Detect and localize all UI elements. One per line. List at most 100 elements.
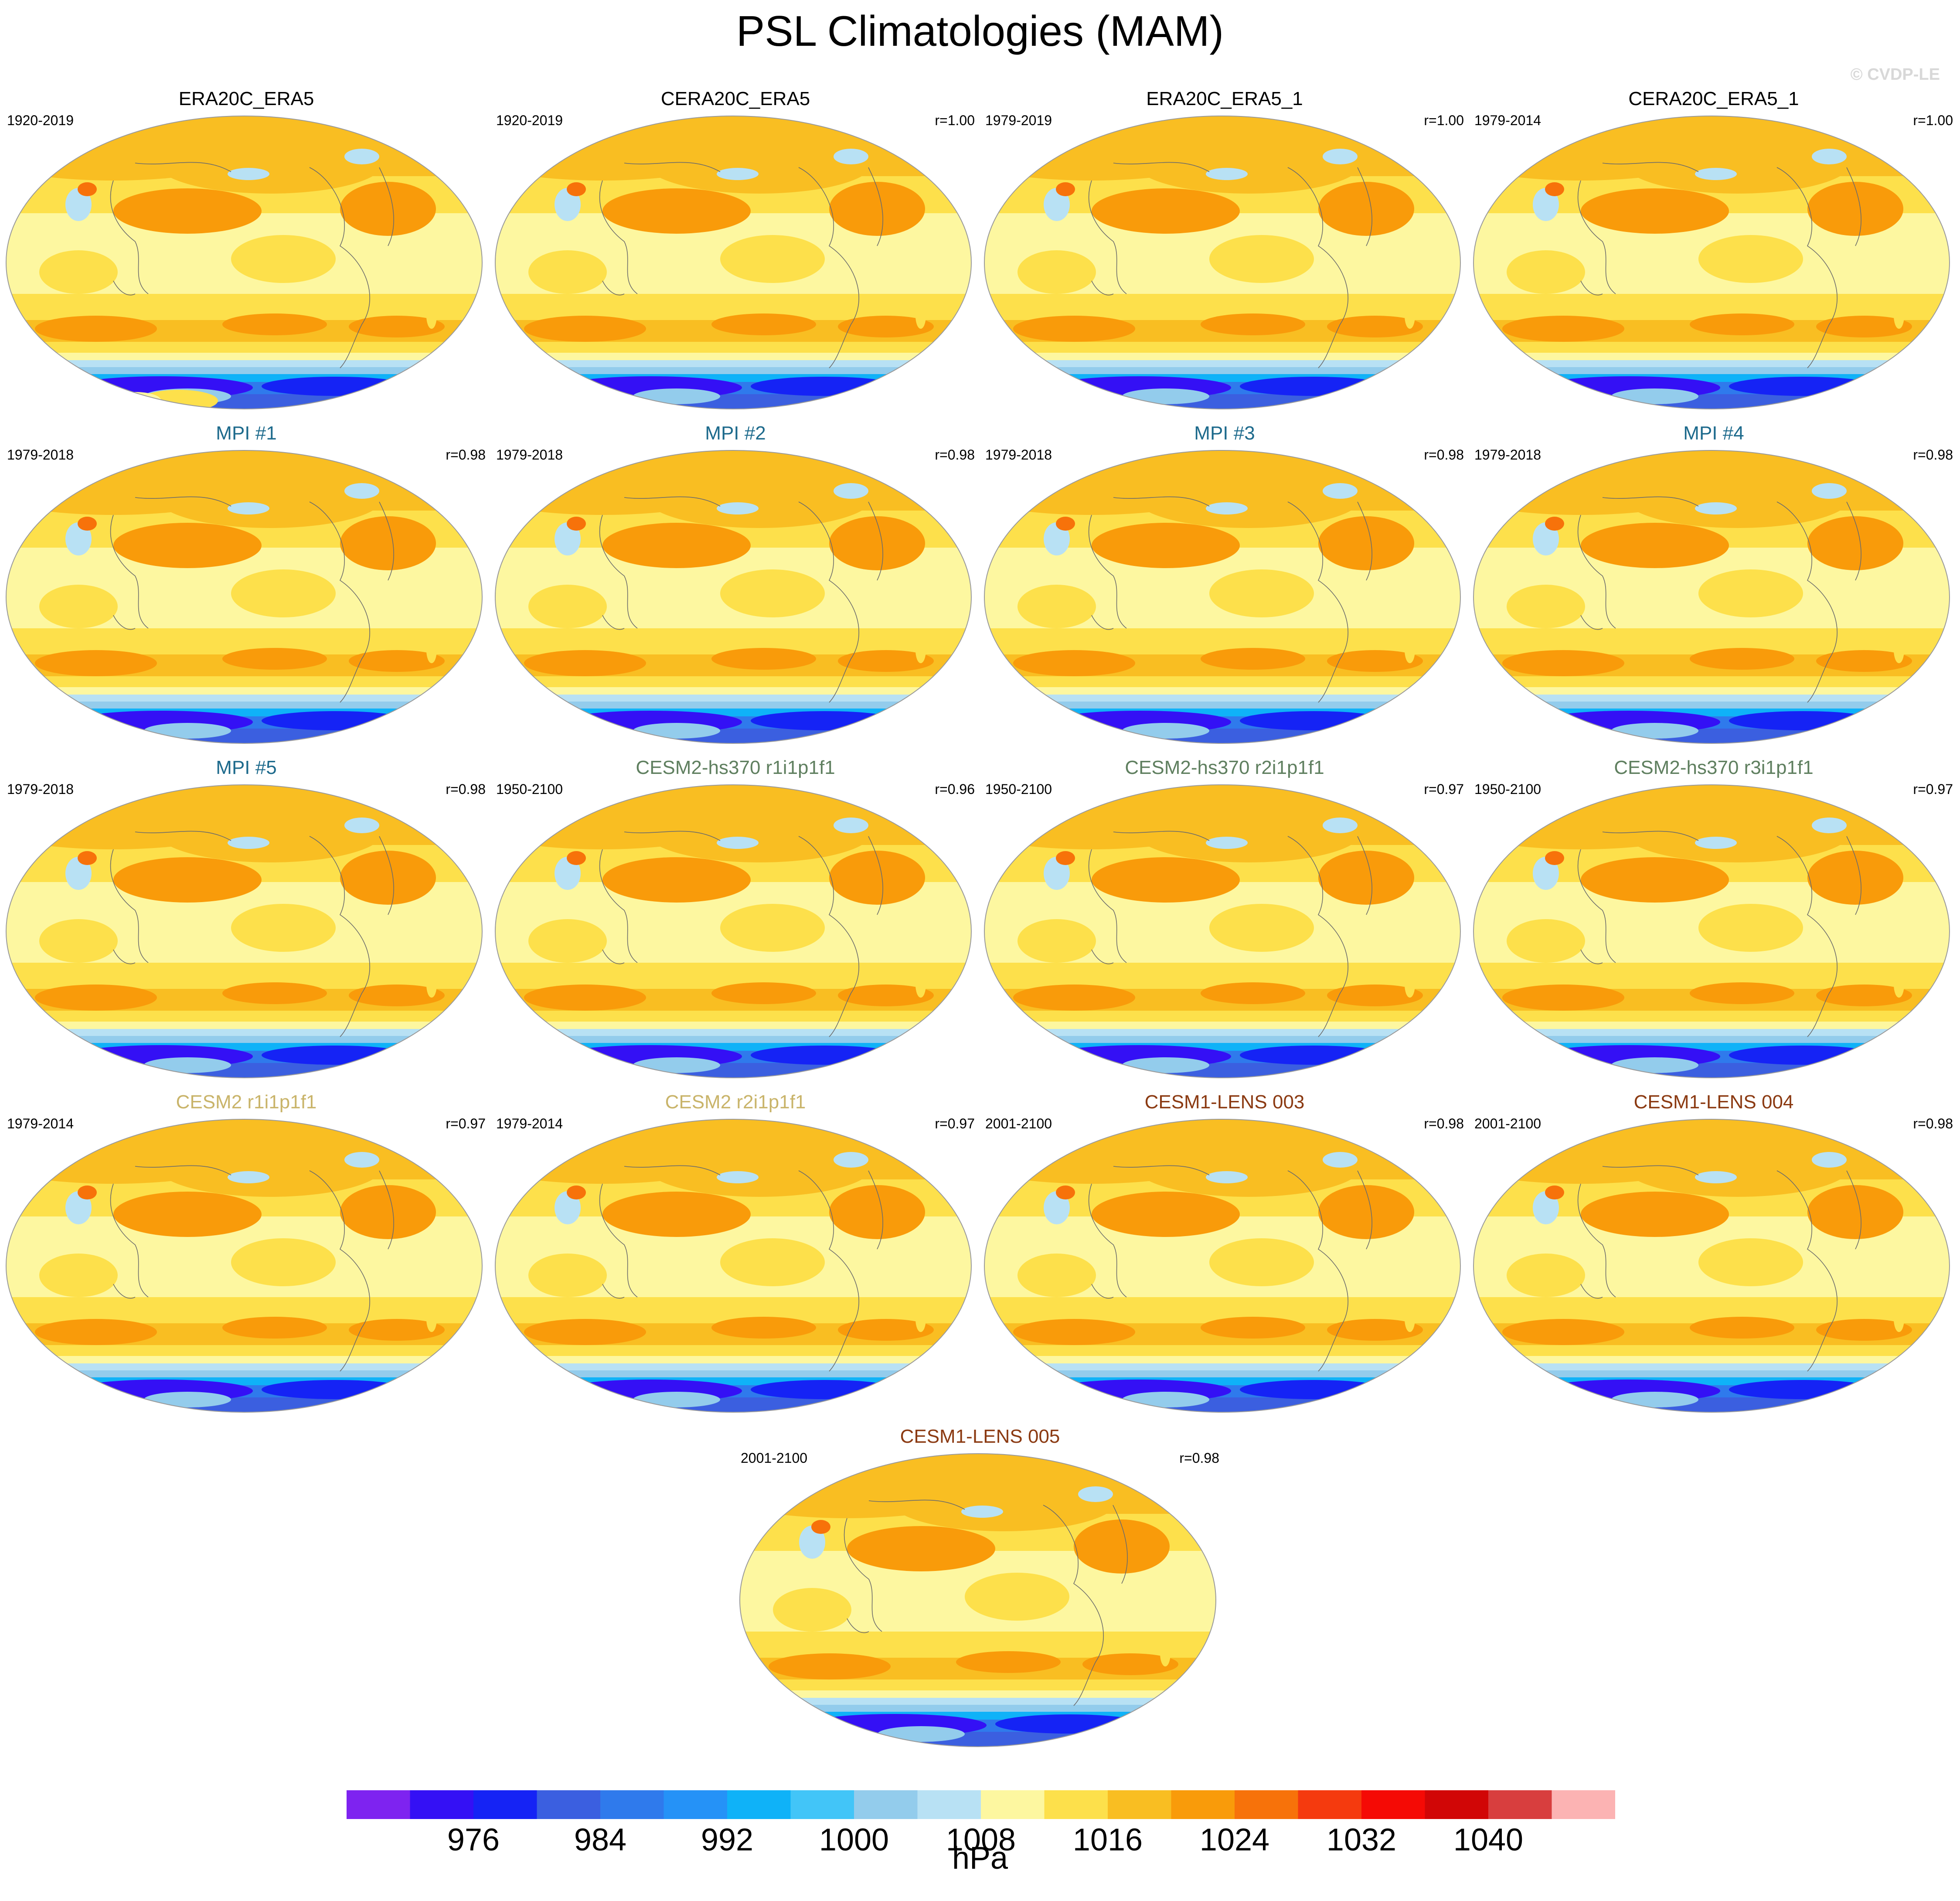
panel-title: CESM2 r1i1p1f1	[176, 1091, 317, 1113]
colorbar-swatch	[854, 1790, 918, 1819]
panel-title: MPI #1	[216, 422, 277, 444]
psl-map	[984, 784, 1461, 1078]
psl-map	[1473, 116, 1950, 409]
colorbar-tick-label: 976	[447, 1823, 500, 1856]
panel-title: CESM1-LENS 005	[900, 1426, 1060, 1447]
panel-correlation: r=0.98	[935, 447, 975, 463]
colorbar-tick-label: 984	[574, 1823, 626, 1856]
panel-title: ERA20C_ERA5	[178, 88, 314, 109]
colorbar-swatch	[1425, 1790, 1489, 1819]
panel-years: 1979-2014	[1474, 112, 1541, 128]
colorbar-swatch	[347, 1790, 410, 1819]
panel-years: 1979-2018	[496, 447, 563, 463]
map-panel: ERA20C_ERA5_1 1979-2019 r=1.00	[983, 87, 1467, 410]
map-panel: MPI #5 1979-2018 r=0.98	[4, 756, 488, 1079]
panel-title: CESM2-hs370 r2i1p1f1	[1125, 757, 1324, 778]
psl-map	[6, 1119, 483, 1413]
psl-map	[6, 784, 483, 1078]
panel-title: ERA20C_ERA5_1	[1146, 88, 1303, 109]
panel-years: 1979-2018	[7, 781, 74, 797]
colorbar-swatch	[473, 1790, 537, 1819]
colorbar-swatch	[727, 1790, 791, 1819]
colorbar-unit: hPa	[952, 1841, 1008, 1876]
panel-correlation: r=0.97	[446, 1116, 486, 1131]
panel-years: 1920-2019	[7, 112, 74, 128]
map-panel: MPI #4 1979-2018 r=0.98	[1472, 422, 1956, 744]
map-panel: ERA20C_ERA5 1920-2019	[4, 87, 488, 410]
map-panel: CESM1-LENS 004 2001-2100 r=0.98	[1472, 1090, 1956, 1413]
panel-correlation: r=1.00	[1913, 112, 1953, 128]
panel-years: 2001-2100	[1474, 1116, 1541, 1131]
psl-map	[6, 450, 483, 744]
panel-years: 1979-2014	[496, 1116, 563, 1131]
map-panel: MPI #3 1979-2018 r=0.98	[983, 422, 1467, 744]
colorbar-tick-label: 1024	[1200, 1823, 1269, 1856]
psl-map	[495, 450, 972, 744]
panel-years: 1979-2018	[7, 447, 74, 463]
panel-years: 2001-2100	[985, 1116, 1052, 1131]
map-panel: CESM2-hs370 r3i1p1f1 1950-2100 r=0.97	[1472, 756, 1956, 1079]
panel-title: CESM2 r2i1p1f1	[665, 1091, 806, 1113]
panel-years: 1979-2019	[985, 112, 1052, 128]
colorbar-swatch	[1552, 1790, 1615, 1819]
panel-title: MPI #5	[216, 757, 277, 778]
map-panel: CERA20C_ERA5 1920-2019 r=1.00	[493, 87, 977, 410]
psl-map	[1473, 1119, 1950, 1413]
panel-title: MPI #4	[1683, 422, 1744, 444]
map-panel: CESM2 r1i1p1f1 1979-2014 r=0.97	[4, 1090, 488, 1413]
colorbar-swatch	[1044, 1790, 1108, 1819]
colorbar-swatch	[1108, 1790, 1171, 1819]
psl-map	[1473, 450, 1950, 744]
panel-years: 1950-2100	[1474, 781, 1541, 797]
panel-correlation: r=0.97	[1913, 781, 1953, 797]
panel-correlation: r=0.98	[1424, 447, 1464, 463]
map-panel: MPI #1 1979-2018 r=0.98	[4, 422, 488, 744]
panel-correlation: r=0.98	[1913, 447, 1953, 463]
psl-map	[495, 1119, 972, 1413]
colorbar-tick-label: 1008	[946, 1823, 1016, 1856]
panel-years: 1979-2014	[7, 1116, 74, 1131]
colorbar-tick-label: 992	[701, 1823, 753, 1856]
map-panel: CESM1-LENS 005 2001-2100 r=0.98	[738, 1425, 1222, 1748]
panel-years: 1979-2018	[985, 447, 1052, 463]
panel-correlation: r=0.98	[1424, 1116, 1464, 1131]
colorbar-swatch	[1235, 1790, 1298, 1819]
panel-years: 1950-2100	[985, 781, 1052, 797]
credit-label: © CVDP-LE	[1850, 65, 1940, 84]
colorbar-swatch	[664, 1790, 728, 1819]
chart-title: PSL Climatologies (MAM)	[736, 7, 1224, 55]
colorbar-tick-label: 1016	[1073, 1823, 1143, 1856]
panel-correlation: r=1.00	[935, 112, 975, 128]
psl-map	[984, 1119, 1461, 1413]
panel-correlation: r=0.98	[446, 447, 486, 463]
map-panel: CESM2 r2i1p1f1 1979-2014 r=0.97	[493, 1090, 977, 1413]
panel-years: 1950-2100	[496, 781, 563, 797]
panel-correlation: r=0.98	[446, 781, 486, 797]
colorbar-swatch	[917, 1790, 981, 1819]
panel-correlation: r=0.98	[1179, 1450, 1219, 1466]
colorbar-swatch	[600, 1790, 664, 1819]
panel-title: CESM1-LENS 003	[1144, 1091, 1305, 1113]
colorbar-swatch	[1298, 1790, 1362, 1819]
psl-map	[739, 1453, 1216, 1747]
psl-map	[984, 450, 1461, 744]
panel-years: 2001-2100	[741, 1450, 808, 1466]
colorbar-swatch	[1488, 1790, 1552, 1819]
panel-title: CERA20C_ERA5_1	[1628, 88, 1799, 109]
map-panel: CERA20C_ERA5_1 1979-2014 r=1.00	[1472, 87, 1956, 410]
psl-map	[984, 116, 1461, 409]
colorbar-swatch	[981, 1790, 1045, 1819]
colorbar-swatch	[790, 1790, 854, 1819]
panel-correlation: r=0.96	[935, 781, 975, 797]
panel-title: MPI #3	[1194, 422, 1255, 444]
map-panel: CESM2-hs370 r1i1p1f1 1950-2100 r=0.96	[493, 756, 977, 1079]
map-panel: CESM1-LENS 003 2001-2100 r=0.98	[983, 1090, 1467, 1413]
panel-correlation: r=0.98	[1913, 1116, 1953, 1131]
psl-map	[6, 116, 483, 409]
panel-title: CESM2-hs370 r3i1p1f1	[1614, 757, 1814, 778]
colorbar-swatch	[1361, 1790, 1425, 1819]
panel-correlation: r=1.00	[1424, 112, 1464, 128]
panel-years: 1920-2019	[496, 112, 563, 128]
panel-correlation: r=0.97	[935, 1116, 975, 1131]
colorbar-tick-label: 1000	[819, 1823, 889, 1856]
